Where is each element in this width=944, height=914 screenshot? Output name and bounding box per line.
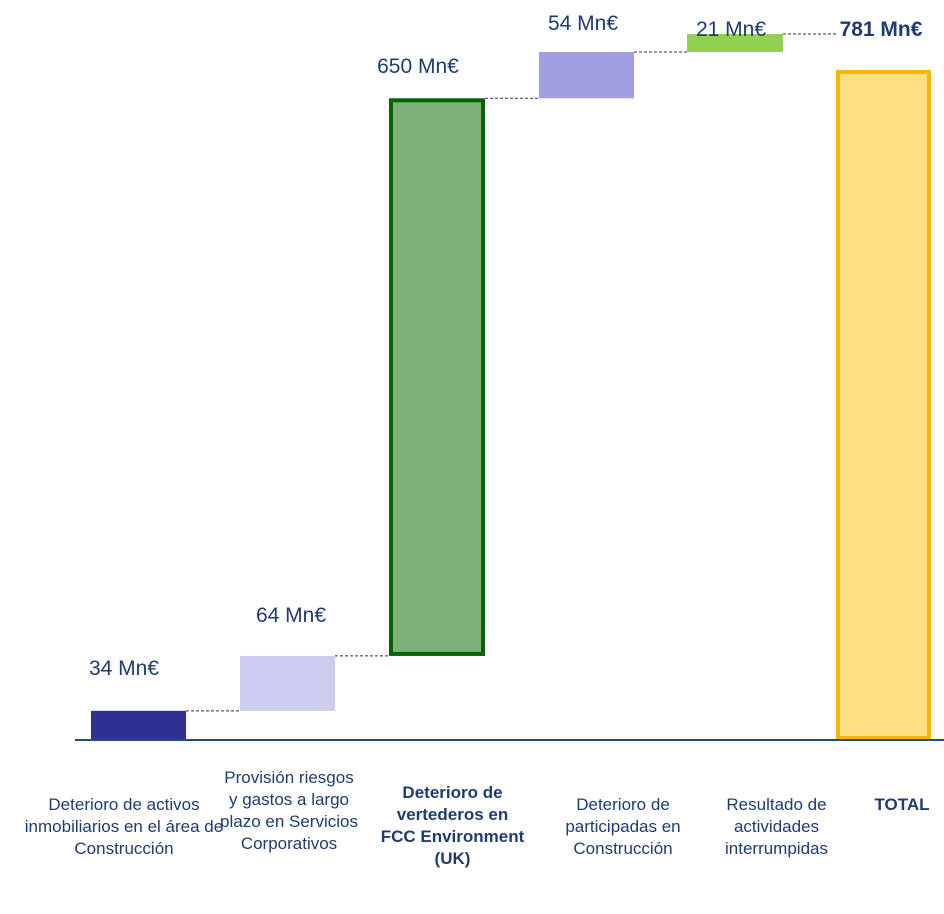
- category-label-3: Deterioro de participadas en Construcció…: [565, 795, 681, 858]
- category-label-0: Deterioro de activos inmobiliarios en el…: [24, 795, 224, 858]
- value-label-2: 650 Mn€: [377, 55, 459, 78]
- bar-0: [91, 710, 186, 740]
- bar-4: [687, 33, 783, 52]
- category-label-2: Deterioro de vertederos en FCC Environme…: [380, 783, 525, 868]
- bar-3: [539, 51, 634, 99]
- bar-2: [389, 98, 485, 656]
- connector-lines: [186, 33, 836, 712]
- value-label-5: 781 Mn€: [840, 18, 923, 41]
- category-label-5: TOTAL: [874, 795, 930, 814]
- bar-1: [240, 655, 335, 711]
- bar-5: [836, 70, 931, 740]
- value-label-3: 54 Mn€: [548, 12, 618, 35]
- value-label-1: 64 Mn€: [256, 604, 326, 627]
- value-label-4: 21 Mn€: [696, 18, 766, 41]
- category-label-4: Resultado de actividades interrumpidas: [725, 795, 828, 858]
- category-label-1: Provisión riesgos y gastos a largo plazo…: [220, 768, 358, 853]
- value-labels: 34 Mn€ 64 Mn€ 650 Mn€ 54 Mn€ 21 Mn€ 781 …: [89, 12, 923, 680]
- value-label-0: 34 Mn€: [89, 657, 159, 680]
- bars: [91, 33, 931, 740]
